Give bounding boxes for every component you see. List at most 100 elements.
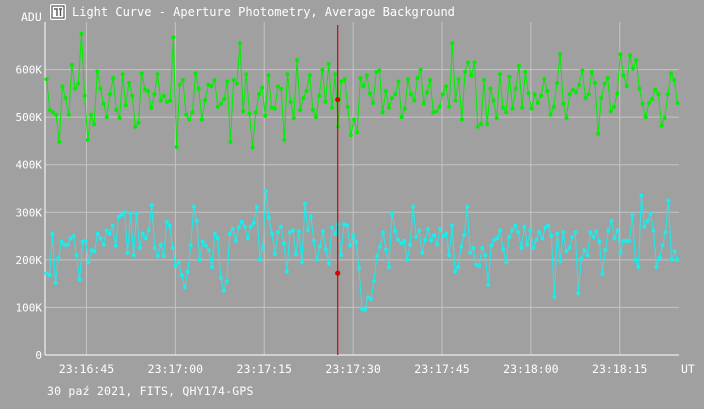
data-point bbox=[555, 80, 559, 85]
data-point bbox=[182, 285, 187, 290]
data-point bbox=[326, 261, 331, 266]
data-point bbox=[285, 72, 290, 77]
data-point bbox=[345, 223, 349, 228]
data-point bbox=[282, 138, 287, 142]
data-point bbox=[82, 93, 87, 98]
data-point bbox=[466, 60, 471, 65]
data-point bbox=[119, 212, 124, 217]
data-point bbox=[170, 246, 175, 250]
data-point bbox=[117, 116, 122, 121]
data-point bbox=[551, 104, 556, 109]
data-point bbox=[558, 258, 563, 263]
data-point bbox=[406, 77, 410, 82]
data-point bbox=[510, 228, 515, 233]
data-point bbox=[366, 295, 370, 299]
data-point bbox=[675, 100, 680, 105]
data-point bbox=[92, 122, 97, 127]
data-point bbox=[179, 273, 184, 278]
data-point bbox=[260, 246, 265, 250]
data-point bbox=[128, 211, 133, 216]
data-point bbox=[396, 237, 401, 242]
data-point bbox=[660, 243, 665, 248]
data-point bbox=[548, 112, 553, 117]
data-point bbox=[426, 226, 431, 231]
data-point bbox=[209, 84, 214, 89]
data-point bbox=[143, 236, 148, 241]
y-tick-label: 200K bbox=[16, 254, 43, 267]
data-point bbox=[190, 110, 195, 115]
data-point bbox=[250, 145, 255, 150]
data-point bbox=[251, 220, 256, 225]
data-point bbox=[225, 79, 230, 84]
app-logo-icon bbox=[50, 4, 66, 20]
data-point bbox=[131, 253, 136, 258]
data-point bbox=[378, 244, 382, 249]
data-point bbox=[185, 269, 190, 274]
data-point bbox=[450, 41, 455, 46]
data-point bbox=[236, 225, 241, 230]
data-point bbox=[50, 110, 55, 115]
data-point bbox=[348, 243, 352, 248]
data-point bbox=[276, 84, 280, 89]
data-point bbox=[158, 98, 163, 103]
data-point bbox=[657, 255, 662, 260]
data-point bbox=[177, 82, 182, 87]
data-point bbox=[307, 73, 312, 78]
data-point bbox=[62, 242, 67, 247]
data-point bbox=[367, 91, 372, 96]
data-point bbox=[104, 228, 109, 233]
data-point bbox=[504, 260, 509, 265]
data-point bbox=[618, 52, 623, 57]
data-point bbox=[651, 228, 656, 233]
data-point bbox=[591, 235, 596, 239]
data-point bbox=[633, 257, 638, 262]
data-point bbox=[227, 231, 232, 236]
data-point bbox=[599, 96, 604, 101]
data-point bbox=[158, 242, 163, 247]
data-point bbox=[196, 86, 201, 91]
data-point bbox=[212, 231, 217, 236]
y-tick-label: 100K bbox=[16, 301, 43, 314]
data-point bbox=[155, 72, 160, 77]
data-point bbox=[296, 229, 301, 234]
data-point bbox=[241, 109, 246, 114]
data-point bbox=[290, 228, 295, 233]
data-point bbox=[522, 224, 527, 229]
y-tick-label: 300K bbox=[16, 206, 43, 219]
data-point bbox=[535, 100, 540, 105]
data-point bbox=[444, 231, 449, 236]
data-point bbox=[387, 265, 391, 269]
data-point bbox=[650, 97, 655, 102]
cursor-marker bbox=[335, 270, 341, 276]
data-point bbox=[287, 230, 292, 235]
data-point bbox=[364, 73, 369, 78]
data-point bbox=[137, 246, 142, 250]
data-point bbox=[311, 238, 316, 243]
data-point bbox=[529, 106, 534, 111]
data-point bbox=[665, 92, 670, 97]
data-point bbox=[492, 237, 497, 242]
data-point bbox=[215, 236, 220, 241]
data-point bbox=[594, 229, 599, 234]
footer-info: 30 paź 2021, FITS, QHY174-GPS bbox=[47, 384, 254, 398]
data-point bbox=[83, 238, 88, 243]
data-point bbox=[374, 69, 379, 74]
data-point bbox=[330, 225, 334, 230]
data-point bbox=[672, 78, 677, 82]
data-point bbox=[342, 222, 346, 227]
data-point bbox=[602, 81, 607, 86]
data-point bbox=[114, 108, 119, 112]
data-point bbox=[278, 224, 283, 229]
data-point bbox=[263, 113, 268, 118]
data-point bbox=[459, 117, 464, 122]
data-point bbox=[288, 99, 293, 104]
data-point bbox=[348, 133, 353, 138]
data-point bbox=[200, 239, 205, 244]
data-point bbox=[275, 230, 280, 235]
x-tick-label: 23:18:15 bbox=[592, 362, 647, 376]
data-point bbox=[301, 96, 306, 101]
time-cursor[interactable] bbox=[335, 25, 341, 355]
data-point bbox=[431, 110, 436, 115]
data-point bbox=[669, 257, 674, 262]
